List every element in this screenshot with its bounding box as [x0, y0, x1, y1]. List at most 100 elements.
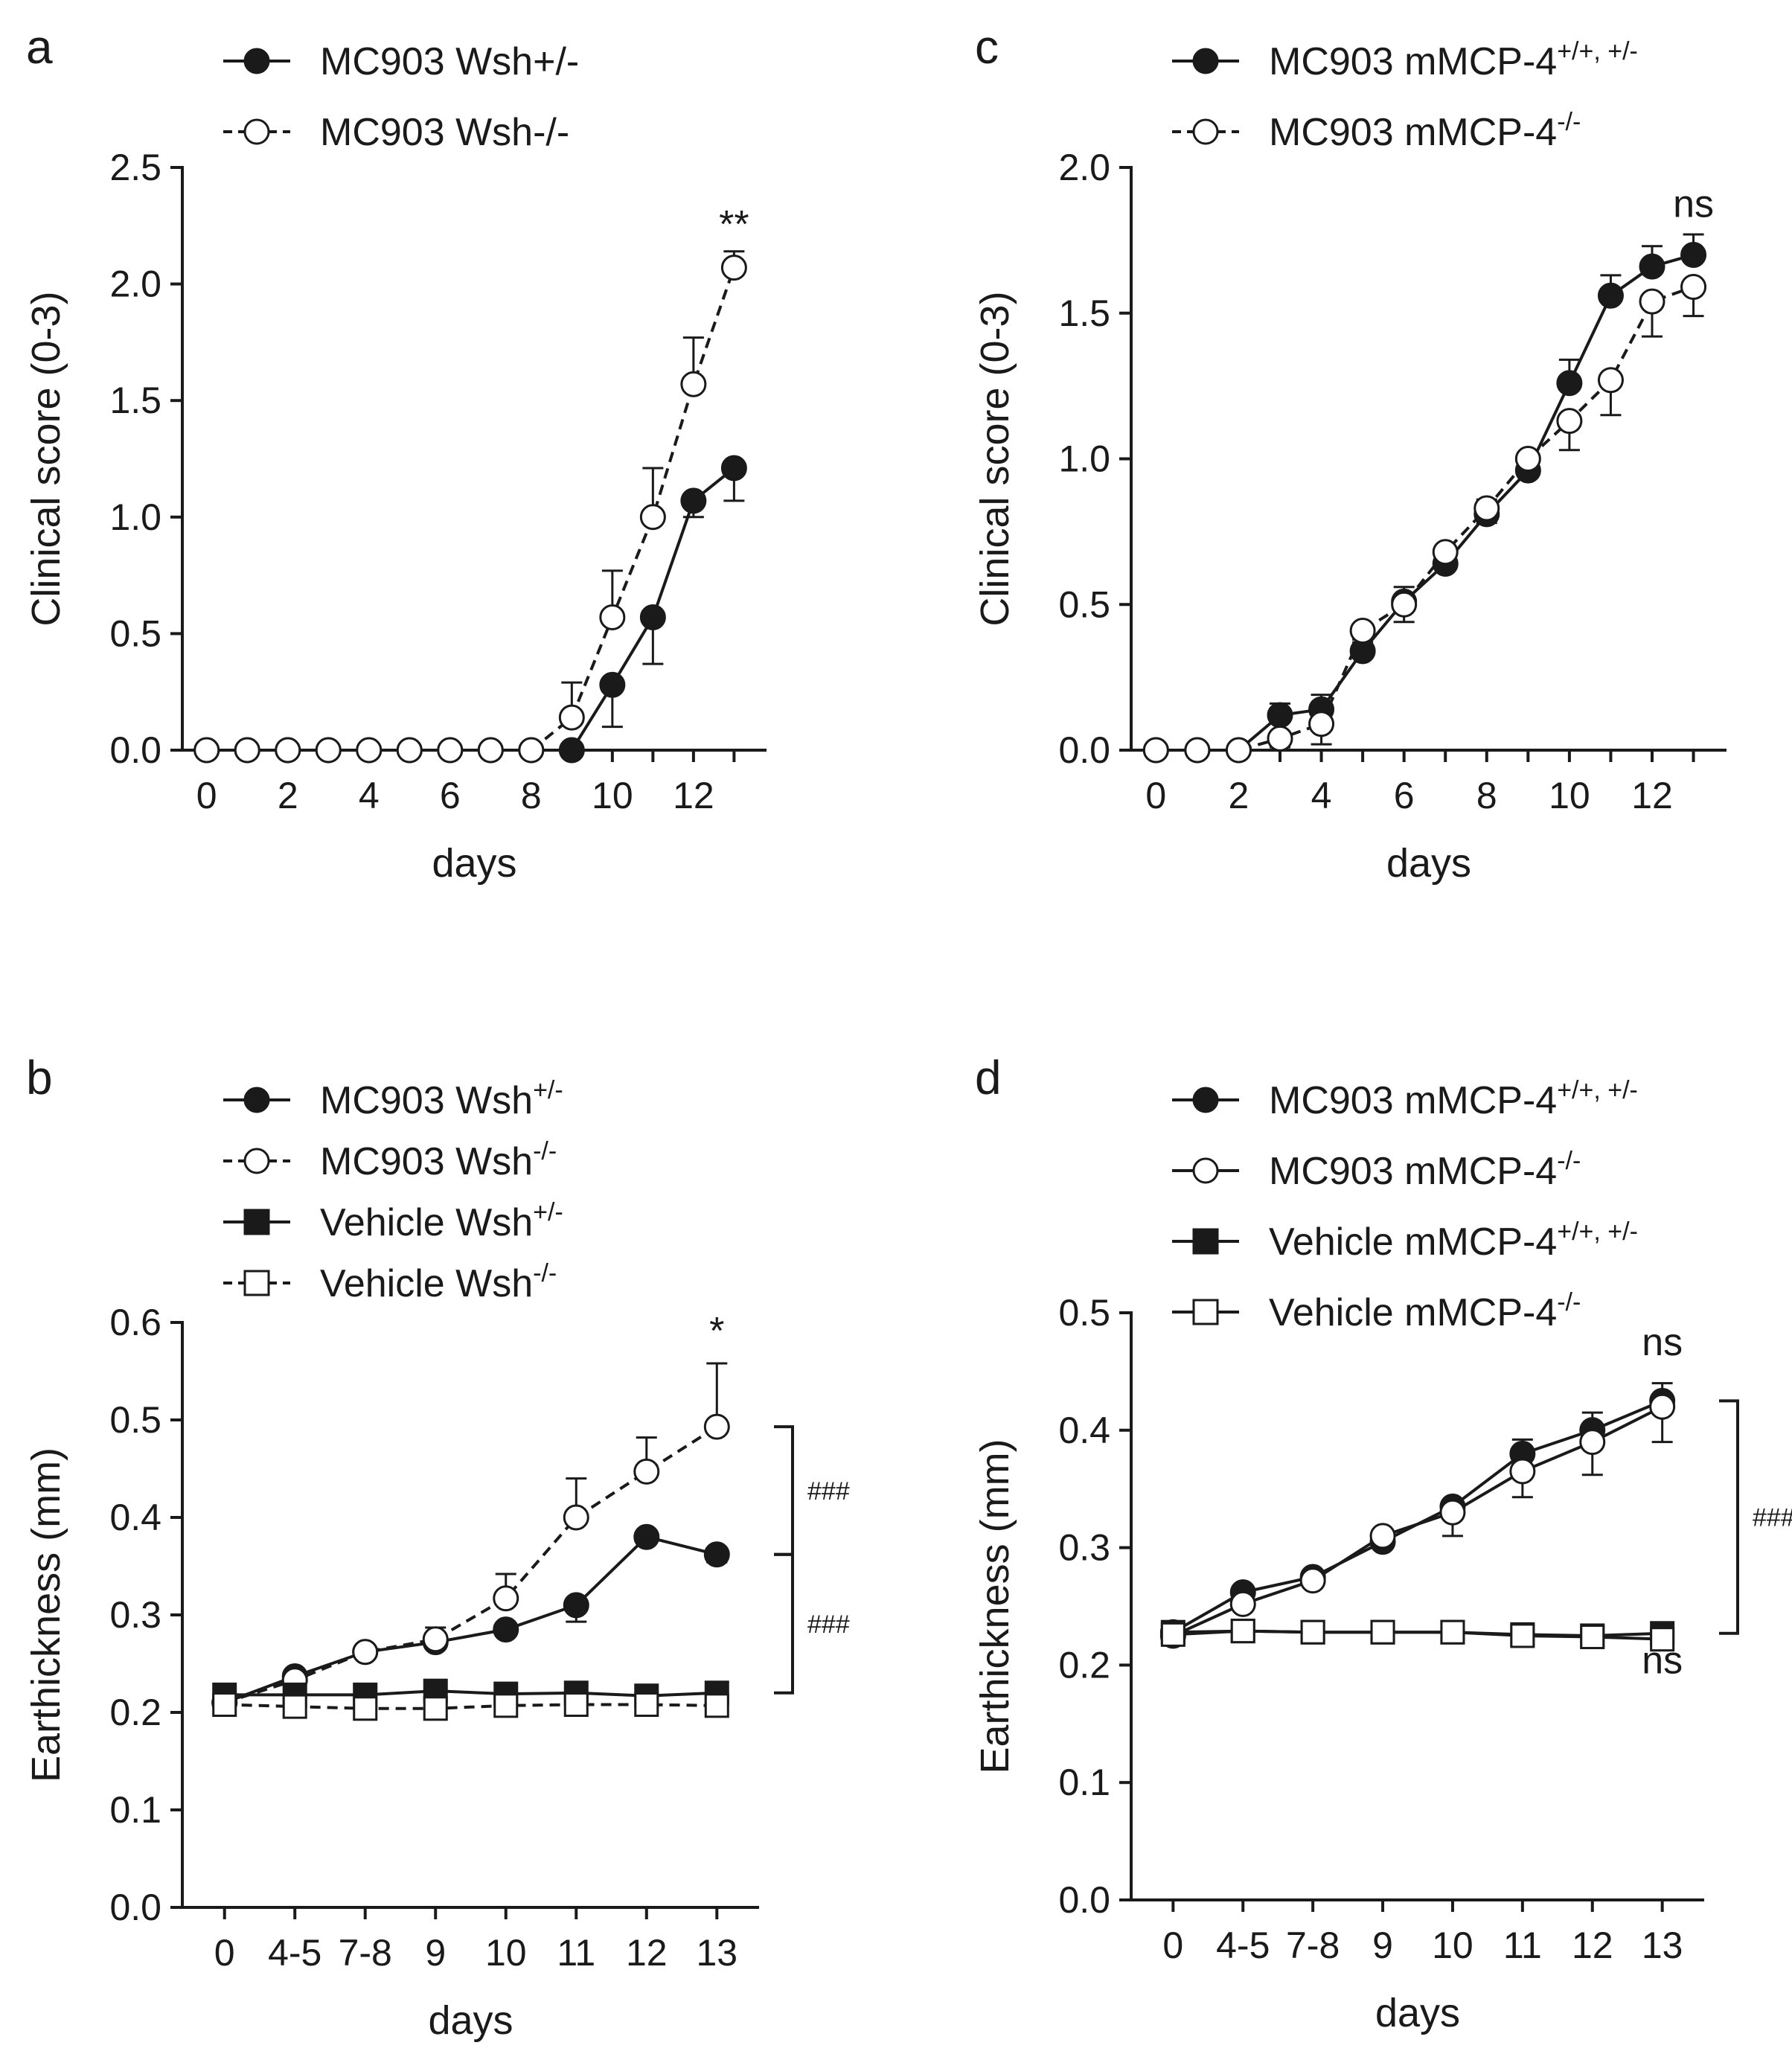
- y-tick-label: 0.3: [109, 1594, 161, 1636]
- data-point: [703, 1541, 730, 1568]
- data-point: [1229, 1590, 1256, 1617]
- significance-annotation: *: [709, 1310, 724, 1353]
- x-tick-label: 9: [1372, 1925, 1393, 1966]
- data-point: [720, 455, 747, 481]
- legend-item: Vehicle mMCP-4-/-: [1172, 1288, 1581, 1334]
- x-tick-label: 0: [214, 1932, 235, 1974]
- x-tick-label: 9: [425, 1932, 446, 1974]
- legend-label-text: Vehicle Wsh: [320, 1201, 533, 1244]
- x-tick-label: 6: [1394, 775, 1415, 816]
- data-point: [1267, 702, 1293, 729]
- data-point: [1230, 1619, 1255, 1644]
- panel-c: c 0.0 0.5 1.0 1.5 2.0 0 2 4 6 8 10 12 days Clinical sc…: [973, 20, 1727, 886]
- y-tick-label: 0.5: [109, 1399, 161, 1441]
- data-point: [680, 371, 707, 397]
- significance-annotation: **: [719, 203, 749, 246]
- legend-item: Vehicle Wsh+/-: [223, 1198, 563, 1244]
- y-tick-label: 2.0: [1058, 147, 1110, 188]
- legend-item: MC903 mMCP-4+/+, +/-: [1172, 1076, 1638, 1122]
- legend-marker: [243, 48, 270, 74]
- data-point: [1225, 737, 1252, 764]
- data-point: [437, 737, 464, 764]
- legend-marker: [243, 1087, 270, 1113]
- legend-label-text: Vehicle mMCP-4: [1269, 1220, 1557, 1264]
- data-point: [563, 1692, 589, 1718]
- legend-marker: [1192, 1228, 1219, 1255]
- data-point: [1579, 1429, 1606, 1456]
- y-tick-label: 0.0: [109, 1887, 161, 1928]
- legend-label-superscript: +/+, +/-: [1557, 1218, 1638, 1246]
- x-tick-label: 8: [1476, 775, 1497, 816]
- y-tick-label: 0.4: [1058, 1410, 1110, 1451]
- data-point: [1184, 737, 1211, 764]
- legend-label-text: MC903 Wsh: [320, 1140, 533, 1183]
- legend-label-text: MC903 mMCP-4: [1269, 40, 1557, 83]
- panel-letter: a: [26, 20, 53, 74]
- data-point: [193, 737, 220, 764]
- x-tick-label: 11: [1503, 1925, 1542, 1966]
- panel-d: d 0.0 0.1 0.2 0.3 0.4 0.5 0 4-5 7-8 9 10 11 12 13 days E…: [973, 1051, 1792, 2035]
- legend-label-superscript: -/-: [533, 1137, 557, 1165]
- y-axis-label: Earthickness (mm): [973, 1439, 1017, 1773]
- x-axis-label: days: [428, 1998, 513, 2043]
- y-tick-label: 0.0: [109, 729, 161, 771]
- legend-label-superscript: -/-: [533, 1259, 557, 1287]
- data-point: [352, 1639, 379, 1666]
- legend-item: MC903 Wsh-/-: [223, 1137, 557, 1183]
- panel-letter: d: [975, 1051, 1002, 1104]
- data-point: [477, 737, 504, 764]
- data-point: [563, 1504, 589, 1531]
- legend-item: Vehicle mMCP-4+/+, +/-: [1172, 1218, 1638, 1264]
- panel-b: b 0.0 0.1 0.2 0.3 0.4 0.5 0.6 0 4-5 7-8 9 10 11 12 13 da…: [24, 1051, 850, 2043]
- data-point: [1267, 725, 1293, 752]
- legend-label-superscript: -/-: [1557, 1147, 1581, 1175]
- x-tick-label: 0: [1145, 775, 1166, 816]
- data-point: [1439, 1499, 1466, 1526]
- data-point: [633, 1523, 660, 1550]
- legend-item: MC903 mMCP-4-/-: [1172, 1147, 1581, 1193]
- series-2: [1159, 1393, 1676, 1649]
- significance-annotation: ns: [1642, 1639, 1683, 1682]
- data-point: [353, 1696, 378, 1721]
- legend-marker: [243, 1270, 270, 1296]
- data-point: [1597, 367, 1624, 394]
- data-point: [639, 504, 666, 531]
- data-point: [1300, 1619, 1325, 1645]
- y-tick-label: 1.5: [1058, 292, 1110, 334]
- data-point: [1556, 408, 1583, 435]
- x-tick-label: 13: [696, 1932, 737, 1974]
- data-point: [1680, 241, 1707, 268]
- legend-label-superscript: +/+, +/-: [1557, 1076, 1638, 1104]
- significance-annotation: ns: [1642, 1321, 1683, 1364]
- data-point: [633, 1458, 660, 1485]
- x-axis-label: days: [1386, 841, 1471, 886]
- data-point: [1369, 1523, 1396, 1549]
- legend-item: MC903 Wsh+/-: [223, 1076, 563, 1122]
- x-tick-label: 0: [196, 775, 217, 816]
- x-tick-label: 7-8: [1286, 1925, 1340, 1966]
- legend-label: MC903 Wsh+/-: [320, 1076, 563, 1122]
- legend-item: MC903 mMCP-4-/-: [1172, 108, 1581, 154]
- data-point: [1580, 1625, 1605, 1650]
- data-point: [1597, 282, 1624, 309]
- legend-label: MC903 mMCP-4+/+, +/-: [1269, 37, 1638, 83]
- legend-label: MC903 mMCP-4-/-: [1269, 108, 1581, 154]
- data-point: [1510, 1623, 1535, 1648]
- data-point: [1649, 1393, 1676, 1420]
- legend-label: Vehicle Wsh-/-: [320, 1259, 557, 1305]
- panel-letter: b: [26, 1051, 53, 1104]
- data-point: [422, 1626, 449, 1653]
- legend-marker: [1192, 1157, 1219, 1184]
- data-point: [599, 671, 626, 698]
- legend-label: MC903 Wsh+/-: [320, 40, 579, 83]
- x-tick-label: 11: [557, 1932, 595, 1974]
- x-tick-label: 10: [1432, 1925, 1473, 1966]
- y-tick-label: 2.5: [109, 147, 161, 188]
- legend-label-superscript: +/-: [533, 1198, 563, 1226]
- bracket-label: ###: [807, 1477, 850, 1506]
- legend-marker: [1192, 1299, 1219, 1325]
- legend-label: Vehicle mMCP-4-/-: [1269, 1288, 1581, 1334]
- x-tick-label: 8: [521, 775, 542, 816]
- x-tick-label: 12: [626, 1932, 668, 1974]
